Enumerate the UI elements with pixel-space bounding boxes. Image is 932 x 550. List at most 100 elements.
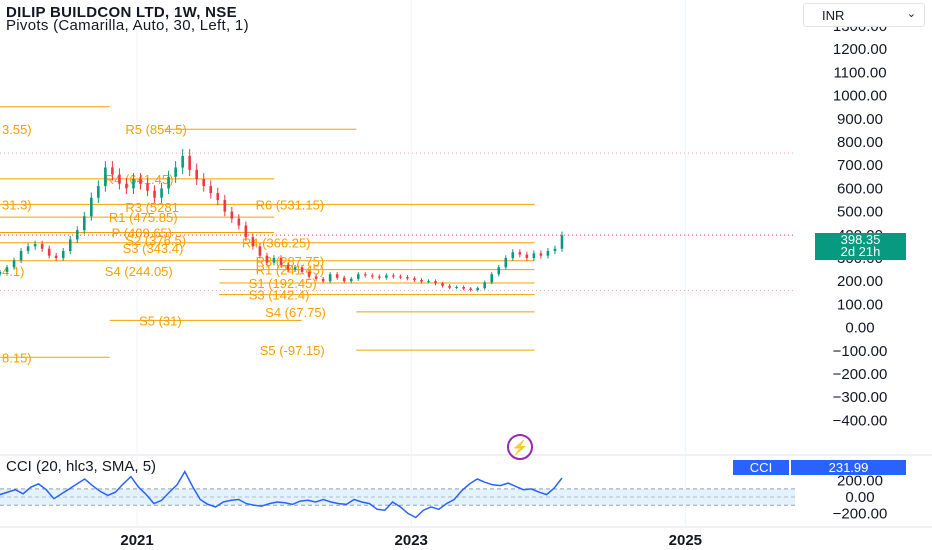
cci-axis-label: 200.00: [837, 473, 883, 490]
price-axis-label: 500.00: [837, 204, 883, 221]
lightning-icon[interactable]: ⚡: [507, 434, 533, 460]
candle-body: [111, 167, 114, 175]
candle-body: [272, 258, 276, 263]
candle-body: [146, 183, 149, 191]
pivot-label: S5 (-97.15): [260, 343, 325, 358]
candle-body: [349, 278, 353, 282]
currency-selector[interactable]: INR ⌄: [803, 3, 925, 27]
cci-badge-value: 231.99: [791, 460, 906, 475]
candle-body: [483, 282, 487, 289]
candle-body: [153, 190, 156, 198]
candle-body: [244, 225, 248, 238]
candle-body: [525, 254, 529, 258]
candle-body: [314, 276, 318, 279]
candle-body: [441, 283, 444, 286]
candle-body: [342, 277, 346, 282]
candle-body: [209, 186, 213, 194]
pivot-label: R3 (5281: [125, 200, 178, 215]
pivots-indicator-label[interactable]: Pivots (Camarilla, Auto, 30, Left, 1): [6, 17, 249, 34]
last-price-value: 398.35: [840, 232, 881, 247]
pivot-label: 8.15): [2, 350, 32, 365]
price-axis-label: 1200.00: [833, 41, 887, 58]
candle-body: [181, 155, 184, 168]
time-axis-label: 2025: [669, 532, 702, 549]
candle-body: [54, 255, 58, 258]
candle-body: [90, 197, 93, 217]
candle-body: [546, 251, 550, 256]
candle-body: [223, 200, 227, 212]
candle-body: [188, 155, 191, 170]
candle-body: [455, 287, 458, 288]
price-axis-label: 0.00: [845, 320, 874, 337]
candle-body: [378, 276, 381, 278]
price-axis-label: 1000.00: [833, 88, 887, 105]
candle-body: [518, 252, 522, 255]
candle-body: [47, 248, 51, 256]
candle-body: [392, 275, 395, 277]
pivot-label: 3.55): [2, 122, 32, 137]
candle-body: [371, 275, 374, 277]
candle-body: [300, 267, 304, 272]
pivot-label: R1 (241.45): [256, 263, 325, 278]
candle-body: [504, 258, 508, 268]
pivot-label: S5 (31): [139, 313, 182, 328]
candle-body: [385, 275, 388, 278]
candle-body: [293, 267, 297, 270]
symbol-title[interactable]: DILIP BUILDCON LTD, 1W, NSE: [6, 4, 237, 21]
candle-body: [434, 281, 437, 284]
candle-body: [490, 274, 494, 283]
price-axis-label: 1100.00: [833, 64, 886, 81]
time-axis-label: 2021: [120, 532, 153, 549]
candle-body: [363, 274, 367, 276]
candle-body: [12, 260, 16, 268]
candle-body: [335, 274, 339, 278]
cci-badge-name: CCI: [733, 460, 789, 475]
price-axis-label: 900.00: [837, 111, 883, 128]
candle-body: [406, 277, 409, 279]
candle-body: [462, 287, 465, 289]
cci-axis-label: 0.00: [845, 489, 874, 506]
pivot-label: S4 (244.05): [105, 264, 173, 279]
candle-body: [237, 218, 241, 226]
candle-body: [279, 258, 283, 265]
candle-body: [328, 274, 332, 282]
price-axis-label: −200.00: [833, 366, 888, 383]
candle-body: [104, 167, 107, 187]
bar-countdown: 2d 21h: [840, 244, 881, 259]
pivot-label: R4 (641.45): [105, 172, 174, 187]
currency-label: INR: [822, 8, 845, 23]
cci-indicator-label[interactable]: CCI (20, hlc3, SMA, 5): [6, 458, 157, 475]
candle-body: [356, 274, 360, 279]
candle-body: [399, 276, 402, 278]
candle-body: [118, 174, 121, 184]
candle-body: [286, 264, 290, 270]
candle-body: [448, 285, 451, 288]
candle-body: [420, 280, 423, 282]
candle-body: [532, 253, 536, 258]
pivot-label: S2 (376.5): [125, 233, 186, 248]
candle-body: [0, 271, 2, 275]
candle-body: [68, 239, 72, 252]
candle-body: [230, 211, 234, 219]
candle-body: [195, 169, 198, 180]
candle-body: [167, 176, 170, 189]
candle-body: [497, 267, 501, 275]
last-price-badge: 398.35 2d 21h: [815, 233, 906, 260]
pivot-label: 31.3): [2, 198, 32, 213]
price-axis-label: −400.00: [833, 412, 888, 429]
candle-body: [511, 252, 515, 258]
candle-body: [413, 278, 416, 281]
cci-axis-label: −200.00: [833, 505, 888, 522]
candle-body: [174, 167, 177, 177]
candle-body: [216, 193, 220, 200]
candle-body: [82, 216, 86, 231]
pivot-label: R3 (287.75): [256, 254, 325, 269]
candle-body: [307, 271, 311, 277]
cci-band: [0, 488, 795, 506]
pivot-label: S3 (142.4): [249, 288, 310, 303]
price-axis-label: 600.00: [837, 180, 883, 197]
candle-body: [26, 246, 30, 252]
candle-body: [258, 246, 262, 256]
price-axis-label: −100.00: [833, 343, 888, 360]
candle-body: [476, 288, 479, 291]
